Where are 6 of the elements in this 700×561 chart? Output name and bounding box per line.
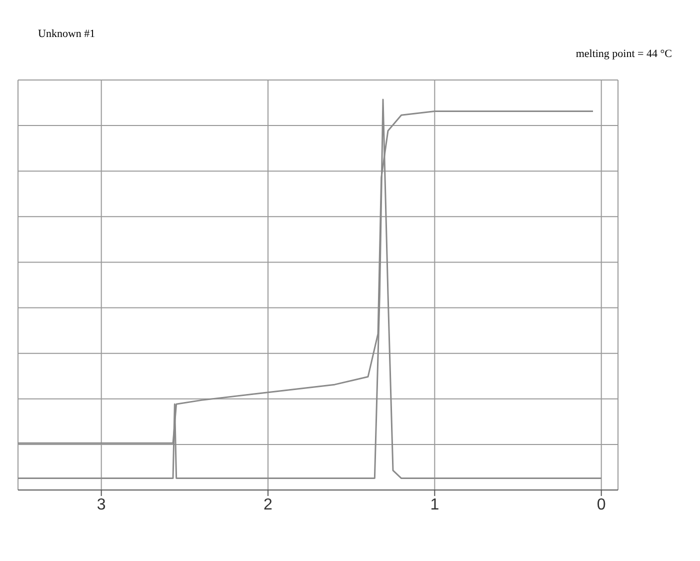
chart-title: Unknown #1 (38, 28, 96, 42)
text: melting point = 44 °C (576, 48, 672, 60)
x-tick-label: 0 (596, 496, 606, 514)
x-tick-label: 2 (264, 496, 273, 514)
x-tick-label: 1 (430, 496, 440, 514)
x-tick-label: 3 (96, 496, 106, 514)
